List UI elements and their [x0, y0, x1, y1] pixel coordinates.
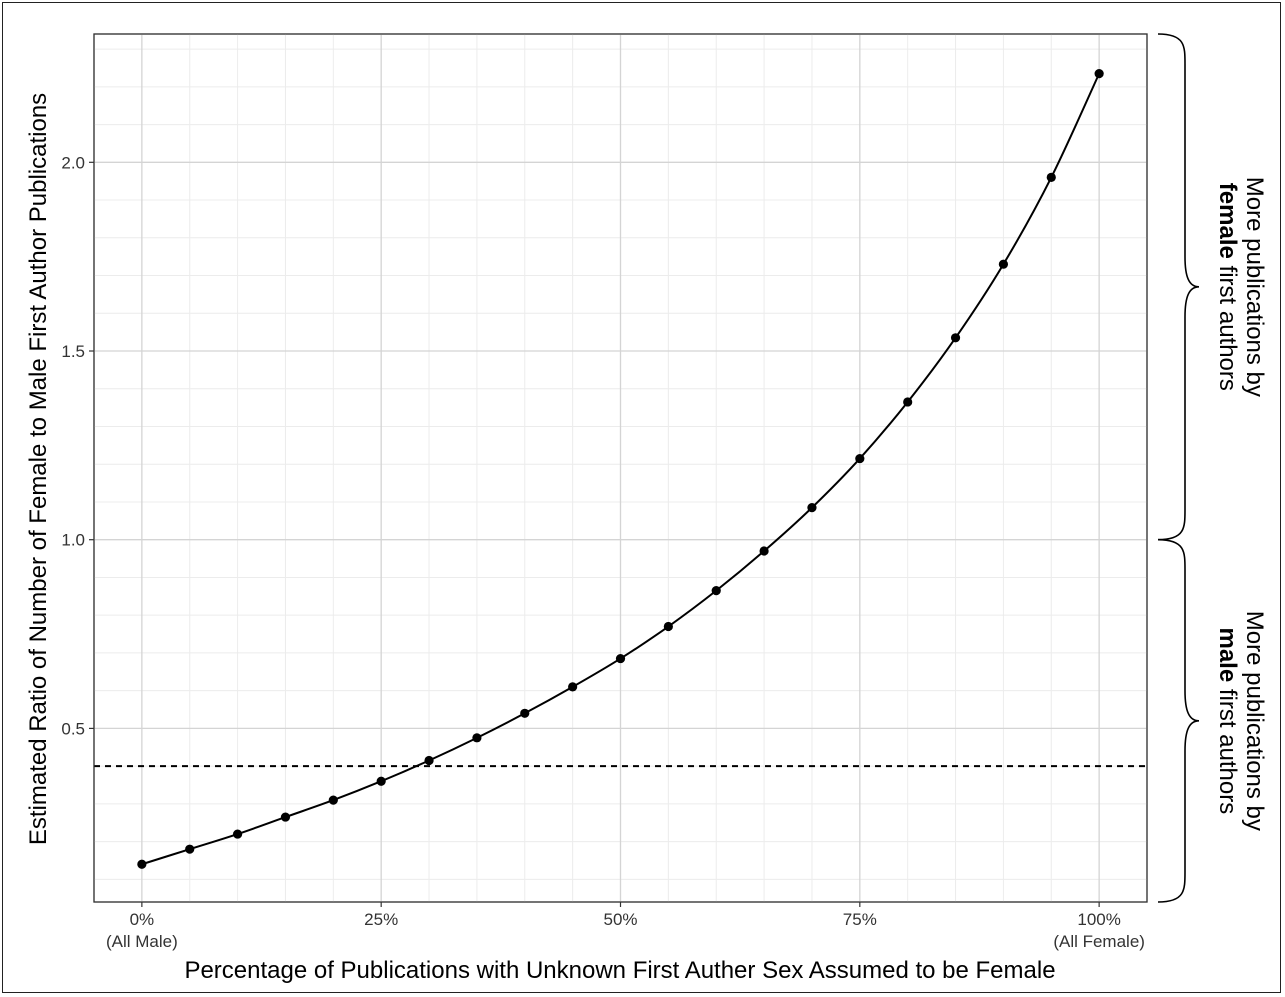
y-tick-label: 1.5: [61, 342, 85, 361]
data-point: [328, 795, 338, 805]
data-point: [759, 546, 769, 556]
data-point: [280, 812, 291, 822]
data-point: [376, 776, 386, 786]
x-tick-label: 0%: [130, 910, 155, 929]
annotation-text-line2: female first authors: [1214, 183, 1241, 391]
data-point: [137, 859, 147, 869]
y-tick-label: 1.0: [61, 531, 85, 550]
annotation-text-line2: male first authors: [1214, 627, 1241, 814]
annotation-bold-word: male: [1214, 627, 1241, 682]
x-tick-label: 50%: [603, 910, 637, 929]
annotation-text-line1: More publications by: [1241, 177, 1268, 397]
x-tick-label: 100%: [1077, 910, 1120, 929]
y-tick-label: 2.0: [61, 153, 85, 172]
data-point: [663, 621, 673, 632]
data-point: [855, 453, 865, 464]
data-point: [520, 708, 530, 718]
data-point: [472, 733, 482, 743]
data-point: [998, 259, 1009, 269]
x-tick-label: 75%: [843, 910, 877, 929]
data-point: [1046, 172, 1056, 183]
data-points: [137, 69, 1104, 869]
data-point: [711, 586, 721, 596]
annotation-rest: first authors: [1214, 682, 1241, 814]
data-point: [807, 503, 817, 513]
annotation-brace: [1157, 538, 1200, 903]
annotation-text-line1: More publications by: [1241, 611, 1268, 831]
x-tick-sublabel: (All Male): [106, 932, 178, 951]
data-point: [232, 829, 243, 839]
series-line: [141, 73, 1101, 866]
major-gridlines: [94, 34, 1147, 902]
annotation-rest: first authors: [1214, 259, 1241, 391]
data-point: [424, 755, 434, 766]
data-point: [950, 333, 961, 343]
x-axis-title: Percentage of Publications with Unknown …: [184, 957, 1055, 984]
data-point: [185, 844, 195, 854]
y-axis-ticks: 0.5 1.0 1.5 2.0: [61, 153, 94, 738]
annotation-brace: [1157, 33, 1200, 541]
data-point: [568, 682, 578, 692]
x-axis-ticks: 0% 25% 50% 75% 100% (All Male) (All Female): [106, 902, 1145, 951]
y-axis-title: Estimated Ratio of Number of Female to M…: [25, 93, 52, 845]
minor-gridlines: [94, 34, 1147, 902]
data-point: [1094, 69, 1104, 79]
data-point: [615, 653, 626, 664]
x-tick-label: 25%: [364, 910, 398, 929]
y-tick-label: 0.5: [61, 719, 85, 738]
x-tick-sublabel: (All Female): [1053, 932, 1145, 951]
data-point: [903, 397, 913, 407]
annotation-bold-word: female: [1214, 183, 1241, 259]
